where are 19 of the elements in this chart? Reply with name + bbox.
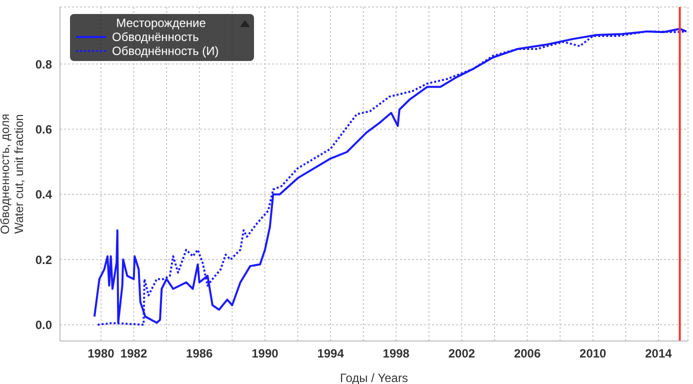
x-tick-label: 1990 — [252, 346, 279, 361]
x-tick-label: 1986 — [186, 346, 214, 361]
x-tick-label: 2010 — [580, 346, 607, 361]
legend-label: Обводнённость — [112, 30, 199, 44]
y-tick-label: 0.4 — [35, 188, 52, 202]
x-tick-label: 2002 — [448, 346, 476, 361]
y-axis-title: Обводненность, доля Water cut, unit fraction — [0, 114, 26, 234]
x-tick-label: 1998 — [382, 346, 410, 361]
y-tick-label: 0.2 — [35, 252, 52, 267]
y-tick-label: 0.0 — [35, 318, 52, 332]
x-tick-label: 1994 — [317, 346, 344, 361]
x-tick-label: 2006 — [514, 346, 541, 361]
y-tick-label: 0.6 — [35, 122, 52, 136]
x-tick-label: 2014 — [645, 346, 672, 361]
legend-label: Обводнённость (И) — [112, 44, 219, 58]
x-tick-label: 1982 — [120, 346, 148, 361]
y-tick-label: 0.8 — [35, 57, 52, 72]
x-tick-label: 1980 — [88, 346, 115, 361]
legend-title: Месторождение — [115, 16, 207, 30]
